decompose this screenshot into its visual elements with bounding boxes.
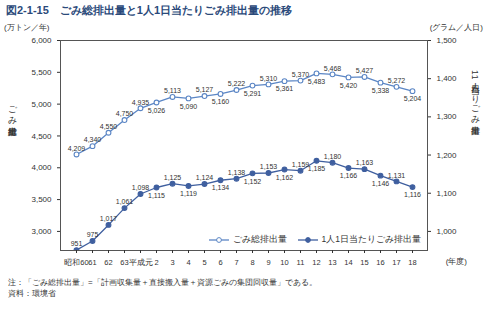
svg-text:1,131: 1,131 [388, 172, 406, 179]
svg-text:5,370: 5,370 [292, 71, 310, 78]
svg-text:10: 10 [280, 258, 288, 267]
svg-text:1,134: 1,134 [212, 184, 230, 191]
html-text:ごみ総排出量: ごみ総排出量 [7, 100, 17, 120]
html-text:図2-1-15 ごみ総排出量と1人1日当たりごみ排出量の推移: 図2-1-15 ごみ総排出量と1人1日当たりごみ排出量の推移 [6, 4, 292, 16]
svg-text:1,138: 1,138 [228, 169, 246, 176]
svg-text:1,162: 1,162 [276, 174, 294, 181]
svg-text:5,361: 5,361 [276, 85, 294, 92]
svg-text:7: 7 [234, 258, 238, 267]
svg-text:1,163: 1,163 [356, 159, 374, 166]
svg-text:5: 5 [202, 258, 206, 267]
svg-text:4: 4 [186, 258, 190, 267]
svg-text:14: 14 [344, 258, 352, 267]
svg-text:5,113: 5,113 [164, 87, 181, 94]
svg-text:昭和60: 昭和60 [64, 258, 88, 267]
svg-text:5,127: 5,127 [196, 86, 214, 93]
svg-text:1,124: 1,124 [196, 174, 214, 181]
html-text:資料：環境省: 資料：環境省 [8, 289, 56, 298]
svg-text:5,420: 5,420 [340, 82, 358, 89]
svg-text:5,160: 5,160 [212, 98, 230, 105]
svg-text:5,468: 5,468 [324, 65, 342, 72]
svg-text:1,500: 1,500 [437, 36, 458, 45]
svg-text:975: 975 [87, 231, 99, 238]
svg-text:4,935: 4,935 [132, 99, 150, 106]
svg-text:1,017: 1,017 [100, 215, 118, 222]
svg-text:5,483: 5,483 [308, 78, 326, 85]
svg-text:1,152: 1,152 [244, 178, 262, 185]
svg-text:4,500: 4,500 [31, 132, 52, 141]
svg-text:1,115: 1,115 [148, 192, 165, 199]
svg-text:12: 12 [312, 258, 320, 267]
svg-text:5,222: 5,222 [228, 80, 246, 87]
svg-text:3,000: 3,000 [31, 227, 52, 236]
svg-text:1,146: 1,146 [372, 180, 390, 187]
html-text:(グラム／人日): (グラム／人日) [429, 23, 483, 32]
svg-text:4,550: 4,550 [100, 123, 118, 130]
svg-text:1,185: 1,185 [308, 165, 326, 172]
svg-text:5,291: 5,291 [244, 90, 262, 97]
svg-text:5,204: 5,204 [404, 95, 422, 102]
html-text:ごみ総排出量: ごみ総排出量 [232, 234, 287, 244]
svg-text:1,100: 1,100 [437, 189, 458, 198]
svg-text:62: 62 [104, 258, 112, 267]
svg-text:15: 15 [360, 258, 368, 267]
svg-text:2: 2 [154, 258, 158, 267]
svg-text:1,119: 1,119 [180, 190, 197, 197]
svg-text:1,000: 1,000 [437, 227, 458, 236]
svg-text:4,340: 4,340 [84, 136, 102, 143]
svg-text:61: 61 [88, 258, 96, 267]
svg-text:17: 17 [392, 258, 400, 267]
svg-text:1,153: 1,153 [260, 163, 278, 170]
svg-text:5,000: 5,000 [31, 100, 52, 109]
svg-text:11: 11 [297, 258, 305, 267]
svg-text:1,098: 1,098 [132, 184, 150, 191]
svg-text:5,310: 5,310 [260, 75, 278, 82]
svg-text:5,090: 5,090 [180, 103, 198, 110]
svg-text:16: 16 [376, 258, 384, 267]
html-text:注：「ごみ総排出量」=「計画収集量＋直接搬入量＋資源ごみの集: 注：「ごみ総排出量」=「計画収集量＋直接搬入量＋資源ごみの集団回収量」である。 [8, 278, 317, 287]
svg-text:9: 9 [266, 258, 270, 267]
svg-text:1,061: 1,061 [116, 198, 134, 205]
svg-text:1,159: 1,159 [292, 161, 310, 168]
svg-text:63: 63 [120, 258, 128, 267]
html-text:1人1日当たりごみ排出量: 1人1日当たりごみ排出量 [321, 234, 421, 244]
svg-text:1,125: 1,125 [164, 174, 182, 181]
svg-text:1,180: 1,180 [324, 153, 342, 160]
svg-text:5,427: 5,427 [356, 67, 374, 74]
svg-text:1,400: 1,400 [437, 74, 458, 83]
svg-text:4,750: 4,750 [116, 110, 134, 117]
svg-text:4,000: 4,000 [31, 163, 52, 172]
svg-text:5,338: 5,338 [372, 87, 390, 94]
html-text:1人1日当たりごみ排出量: 1人1日当たりごみ排出量 [470, 70, 480, 120]
svg-text:1,166: 1,166 [340, 172, 358, 179]
svg-text:3: 3 [170, 258, 174, 267]
svg-text:5,500: 5,500 [31, 68, 52, 77]
svg-text:4,209: 4,209 [68, 145, 86, 152]
svg-text:3,500: 3,500 [31, 195, 52, 204]
svg-text:18: 18 [408, 258, 416, 267]
svg-text:8: 8 [250, 258, 254, 267]
svg-text:13: 13 [328, 258, 336, 267]
svg-text:1,116: 1,116 [404, 191, 421, 198]
html-text:(年度): (年度) [445, 257, 467, 266]
svg-text:5,026: 5,026 [148, 107, 166, 114]
svg-text:1,300: 1,300 [437, 112, 458, 121]
html-text:(万トン／年): (万トン／年) [4, 23, 50, 32]
svg-text:1,200: 1,200 [437, 151, 458, 160]
svg-text:951: 951 [71, 240, 83, 247]
svg-text:6,000: 6,000 [31, 36, 52, 45]
svg-text:6: 6 [218, 258, 222, 267]
svg-text:平成元: 平成元 [129, 258, 153, 267]
svg-text:5,272: 5,272 [388, 77, 406, 84]
